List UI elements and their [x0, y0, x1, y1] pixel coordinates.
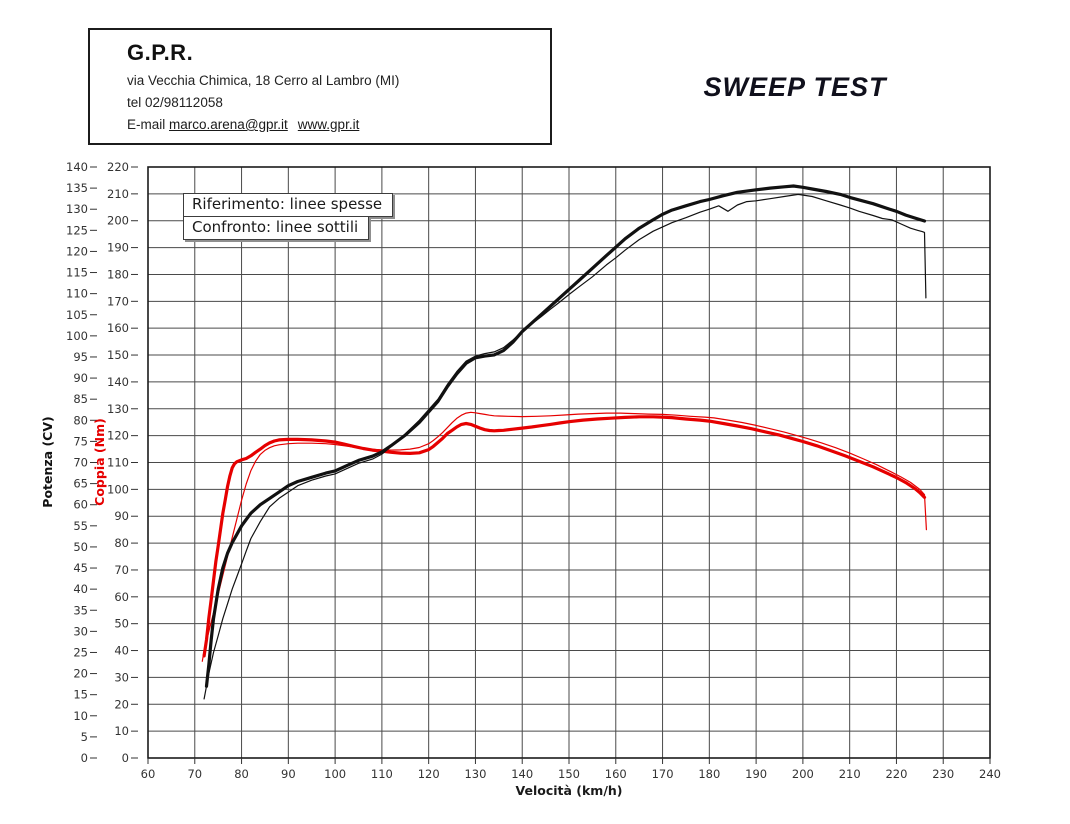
- legend-reference-label: Riferimento: linee spesse: [183, 193, 394, 217]
- power-tick-label: 85: [73, 392, 88, 406]
- x-tick-label: 160: [605, 767, 627, 781]
- torque-tick-label: 110: [107, 456, 129, 470]
- torque-tick-label: 220: [107, 160, 129, 174]
- power-tick-label: 5: [81, 730, 88, 744]
- email-link[interactable]: marco.arena@gpr.it: [169, 117, 288, 132]
- power-tick-label: 0: [81, 751, 88, 765]
- x-tick-label: 230: [932, 767, 954, 781]
- power-tick-label: 40: [73, 582, 88, 596]
- x-tick-label: 90: [281, 767, 296, 781]
- x-tick-label: 100: [324, 767, 346, 781]
- torque-tick-label: 130: [107, 402, 129, 416]
- power-tick-label: 110: [66, 287, 88, 301]
- torque-tick-label: 150: [107, 348, 129, 362]
- power-tick-label: 115: [66, 266, 88, 280]
- torque-tick-label: 60: [114, 590, 129, 604]
- x-tick-label: 190: [745, 767, 767, 781]
- power-tick-label: 20: [73, 667, 88, 681]
- x-tick-label: 140: [511, 767, 533, 781]
- header-box: G.P.R. via Vecchia Chimica, 18 Cerro al …: [88, 28, 552, 145]
- email-prefix-label: E-mail: [127, 117, 166, 132]
- legend-box: Riferimento: linee spesse Confronto: lin…: [183, 193, 394, 240]
- torque-tick-label: 100: [107, 482, 129, 496]
- x-tick-label: 150: [558, 767, 580, 781]
- power-tick-label: 120: [66, 244, 88, 258]
- power-tick-label: 130: [66, 202, 88, 216]
- website-link[interactable]: www.gpr.it: [297, 117, 360, 132]
- torque-tick-label: 120: [107, 429, 129, 443]
- x-tick-label: 110: [371, 767, 393, 781]
- torque-tick-label: 70: [114, 563, 129, 577]
- power-tick-label: 75: [73, 434, 88, 448]
- company-phone: tel 02/98112058: [127, 95, 223, 110]
- legend-comparison-label: Confronto: linee sottili: [183, 215, 370, 240]
- company-contacts: E-mail marco.arena@gpr.it www.gpr.it: [127, 117, 550, 132]
- torque-tick-label: 80: [114, 536, 129, 550]
- x-tick-label: 200: [792, 767, 814, 781]
- torque-tick-label: 50: [114, 617, 129, 631]
- power-tick-label: 65: [73, 477, 88, 491]
- x-tick-label: 220: [885, 767, 907, 781]
- torque-tick-label: 180: [107, 267, 129, 281]
- torque-tick-label: 90: [114, 509, 129, 523]
- x-axis-title: Velocità (km/h): [515, 783, 622, 798]
- x-tick-label: 180: [698, 767, 720, 781]
- power-tick-label: 90: [73, 371, 88, 385]
- power-tick-label: 100: [66, 329, 88, 343]
- power-tick-label: 140: [66, 160, 88, 174]
- torque-tick-label: 10: [114, 724, 129, 738]
- x-tick-label: 210: [839, 767, 861, 781]
- power-tick-label: 135: [66, 181, 88, 195]
- page-title: SWEEP TEST: [703, 72, 887, 102]
- power-tick-label: 50: [73, 540, 88, 554]
- power-axis-title: Potenza (CV): [40, 416, 55, 507]
- power-tick-label: 45: [73, 561, 88, 575]
- torque-tick-label: 0: [122, 751, 129, 765]
- torque-tick-label: 140: [107, 375, 129, 389]
- power-tick-label: 95: [73, 350, 88, 364]
- power-tick-label: 70: [73, 456, 88, 470]
- torque-tick-label: 190: [107, 241, 129, 255]
- x-tick-label: 240: [979, 767, 1001, 781]
- x-tick-label: 170: [652, 767, 674, 781]
- power-tick-label: 105: [66, 308, 88, 322]
- power-tick-label: 10: [73, 709, 88, 723]
- power-tick-label: 80: [73, 413, 88, 427]
- power-reference-curve: [204, 184, 927, 688]
- torque-tick-label: 200: [107, 214, 129, 228]
- torque-comparison-curve: [201, 411, 928, 662]
- x-tick-label: 80: [234, 767, 249, 781]
- x-tick-label: 130: [464, 767, 486, 781]
- torque-tick-label: 20: [114, 697, 129, 711]
- power-tick-label: 25: [73, 645, 88, 659]
- x-tick-label: 70: [187, 767, 202, 781]
- torque-tick-label: 30: [114, 670, 129, 684]
- power-tick-label: 30: [73, 624, 88, 638]
- x-tick-label: 120: [418, 767, 440, 781]
- power-tick-label: 125: [66, 223, 88, 237]
- torque-tick-label: 210: [107, 187, 129, 201]
- torque-axis-title: Coppia (Nm): [92, 418, 107, 506]
- torque-tick-label: 40: [114, 644, 129, 658]
- power-tick-label: 15: [73, 688, 88, 702]
- company-name: G.P.R.: [127, 40, 194, 65]
- torque-tick-label: 170: [107, 294, 129, 308]
- power-tick-label: 55: [73, 519, 88, 533]
- power-tick-label: 60: [73, 498, 88, 512]
- power-tick-label: 35: [73, 603, 88, 617]
- company-address: via Vecchia Chimica, 18 Cerro al Lambro …: [127, 73, 400, 88]
- x-tick-label: 60: [141, 767, 156, 781]
- torque-tick-label: 160: [107, 321, 129, 335]
- torque-reference-curve: [202, 415, 927, 658]
